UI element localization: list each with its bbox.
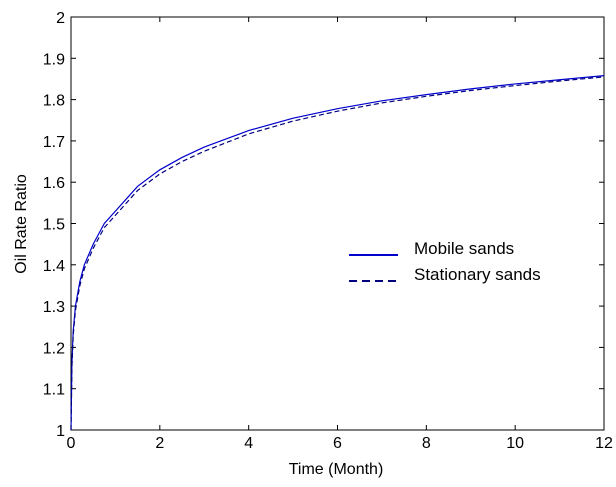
- x-tick-label: 10: [506, 435, 524, 452]
- y-axis-ticks: 1 1.1 1.2 1.3 1.4 1.5 1.6 1.7 1.8 1.9 2: [43, 10, 604, 440]
- y-tick-label: 1.7: [43, 134, 65, 151]
- x-tick-label: 0: [67, 435, 76, 452]
- y-tick-label: 1.4: [43, 258, 65, 275]
- y-tick-label: 1.6: [43, 175, 65, 192]
- y-tick-label: 1.3: [43, 299, 65, 316]
- y-tick-label: 2: [56, 10, 65, 27]
- legend-label: Stationary sands: [414, 265, 541, 284]
- y-tick-label: 1.2: [43, 340, 65, 357]
- x-tick-label: 6: [333, 435, 342, 452]
- series-layer: [70, 75, 605, 431]
- y-tick-label: 1: [56, 423, 65, 440]
- x-tick-label: 12: [595, 435, 613, 452]
- x-axis-label: Time (Month): [289, 461, 384, 478]
- series-line-stationary-sands: [70, 76, 605, 431]
- legend-label: Mobile sands: [414, 239, 514, 258]
- y-tick-label: 1.9: [43, 51, 65, 68]
- y-tick-label: 1.5: [43, 217, 65, 234]
- y-tick-label: 1.1: [43, 382, 65, 399]
- plot-border: [70, 16, 605, 431]
- x-tick-label: 4: [244, 435, 253, 452]
- y-axis-label: Oil Rate Ratio: [13, 174, 30, 274]
- legend: Mobile sands Stationary sands: [349, 239, 541, 284]
- series-line-mobile-sands: [70, 75, 605, 431]
- x-tick-label: 2: [155, 435, 164, 452]
- x-tick-label: 8: [422, 435, 431, 452]
- plot-frame: [70, 16, 605, 431]
- y-tick-label: 1.8: [43, 93, 65, 110]
